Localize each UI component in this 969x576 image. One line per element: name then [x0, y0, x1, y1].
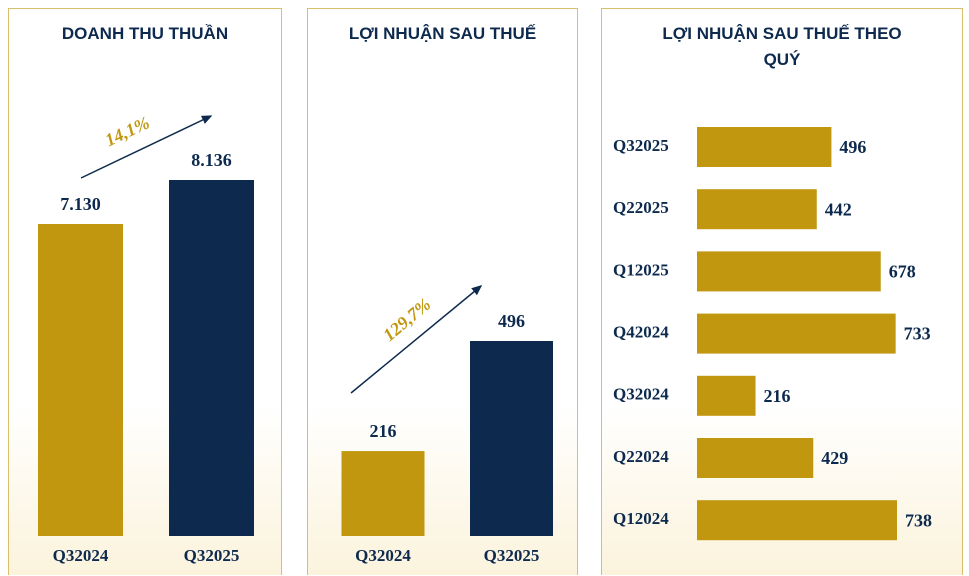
panel: 7.130 Q32024 8.136 Q32025 14,1% DOANH THU TH… [8, 8, 282, 575]
growth-annotation: 129,7% [379, 294, 434, 345]
bar [697, 251, 881, 292]
value-label: 429 [821, 448, 848, 468]
category-label: Q22025 [613, 198, 669, 217]
chart: 7.130 Q32024 8.136 Q32025 14,1% [38, 112, 254, 565]
bar [697, 375, 756, 416]
category-label: Q32025 [613, 136, 669, 155]
category-label: Q32024 [355, 546, 411, 565]
value-label: 216 [370, 421, 397, 441]
chart-title: LỢI NHUẬN SAU THUẾ THEO QUÝ [662, 24, 902, 69]
chart: 216 Q32024 496 Q32025 129,7% [341, 285, 553, 565]
chart-title: LỢI NHUẬN SAU THUẾ [348, 24, 537, 43]
value-label: 496 [839, 137, 866, 157]
category-label: Q32024 [613, 385, 669, 404]
panel: Q32025 496 Q22025 442 Q12025 678 Q42024 733 Q320… [601, 8, 963, 575]
category-label: Q12024 [613, 509, 669, 528]
bar [697, 189, 817, 230]
value-label: 496 [498, 311, 525, 331]
bar [169, 180, 254, 536]
bar [470, 341, 553, 536]
category-label: Q32024 [53, 546, 109, 565]
value-label: 8.136 [191, 150, 232, 170]
growth-arrow [80, 115, 213, 179]
category-label: Q32025 [184, 546, 240, 565]
panel: 216 Q32024 496 Q32025 129,7% LỢI NHUẬN SAU T… [307, 8, 578, 575]
bar [341, 451, 425, 536]
growth-arrow [350, 285, 483, 394]
value-label: 7.130 [60, 194, 101, 214]
chart-title: DOANH THU THUẦN [61, 24, 229, 43]
category-label: Q12025 [613, 260, 669, 279]
bar [697, 127, 832, 167]
value-label: 733 [904, 324, 931, 344]
category-label: Q32025 [484, 546, 540, 565]
value-label: 216 [764, 386, 791, 406]
category-label: Q22024 [613, 447, 669, 466]
bar [38, 224, 123, 536]
bar [697, 500, 897, 541]
growth-annotation: 14,1% [102, 112, 153, 150]
value-label: 678 [889, 262, 916, 282]
chart: Q32025 496 Q22025 442 Q12025 678 Q42024 733 Q320… [613, 127, 932, 541]
value-label: 442 [825, 199, 852, 219]
bar [697, 438, 814, 478]
bar [697, 313, 896, 354]
value-label: 738 [905, 510, 932, 530]
category-label: Q42024 [613, 323, 669, 342]
